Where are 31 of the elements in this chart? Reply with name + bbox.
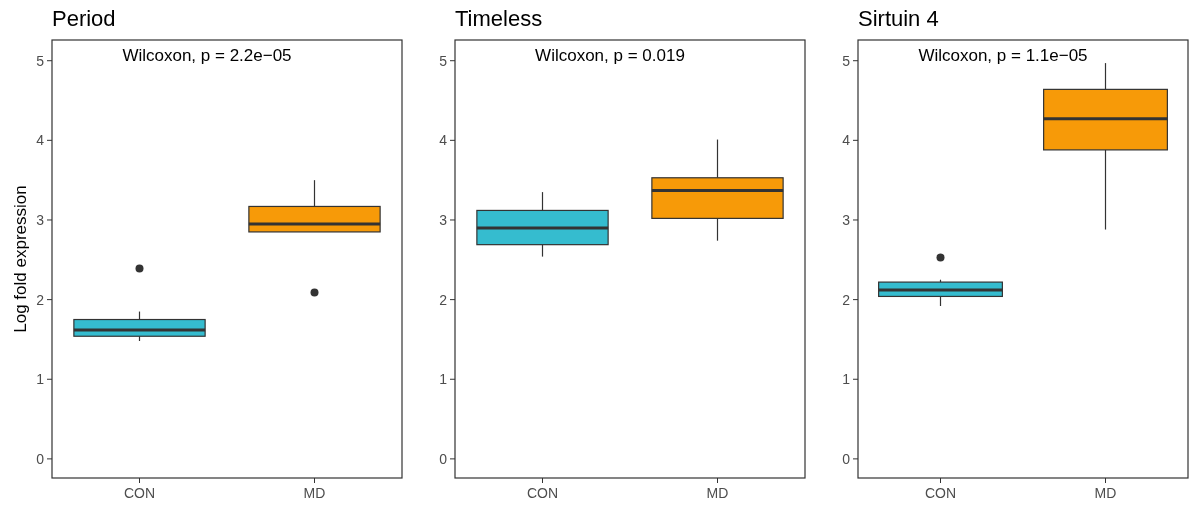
x-tick-label: CON [123,485,156,501]
y-tick-label: 5 [36,52,45,69]
x-tick-label: CON [924,485,957,501]
chart-title: Timeless [455,6,543,31]
y-tick-label: 5 [439,52,448,69]
y-tick-label: 0 [36,450,45,467]
y-tick-label: 5 [842,52,851,69]
y-tick-label: 3 [842,211,851,228]
chart-title: Period [52,6,116,31]
y-tick-label: 1 [842,371,851,388]
annotation: Wilcoxon, p = 2.2e−05 [122,46,292,65]
y-tick-label: 1 [36,371,45,388]
y-tick-label: 4 [842,132,851,149]
y-tick-label: 3 [439,211,448,228]
y-tick-label: 0 [439,450,448,467]
y-axis-title: Log fold expression [11,185,30,333]
x-tick-label: CON [526,485,559,501]
x-tick-label: MD [303,485,326,501]
y-tick-label: 0 [842,450,851,467]
x-tick-label: MD [706,485,729,501]
y-tick-label: 4 [36,132,45,149]
y-tick-label: 1 [439,371,448,388]
y-tick-label: 4 [439,132,448,149]
y-tick-label: 2 [439,291,448,308]
x-tick-label: MD [1094,485,1117,501]
y-tick-label: 2 [842,291,851,308]
annotation: Wilcoxon, p = 1.1e−05 [918,46,1088,65]
y-tick-label: 3 [36,211,45,228]
y-tick-label: 2 [36,291,45,308]
annotation: Wilcoxon, p = 0.019 [535,46,685,65]
chart-title: Sirtuin 4 [858,6,939,31]
